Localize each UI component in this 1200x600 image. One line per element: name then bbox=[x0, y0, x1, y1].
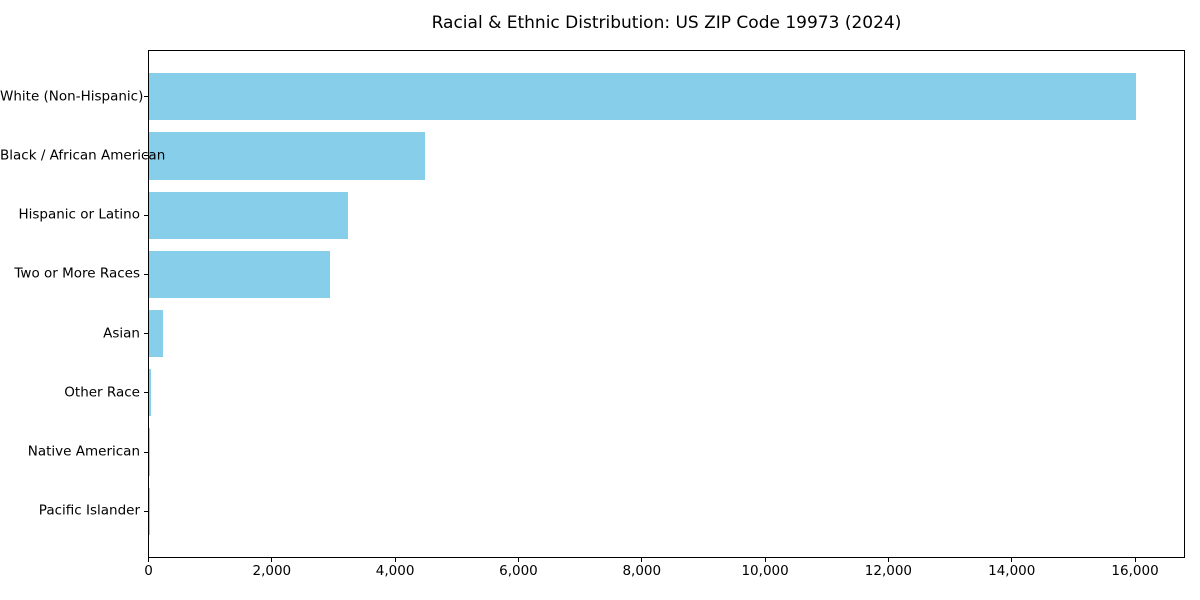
y-tick-mark bbox=[144, 510, 148, 512]
x-tick-label: 8,000 bbox=[622, 563, 662, 579]
bar-hispanic-or-latino bbox=[149, 191, 348, 239]
y-axis-label-pacific-islander: Pacific Islander bbox=[38, 502, 140, 519]
bar-asian bbox=[149, 309, 163, 358]
y-tick-mark bbox=[144, 451, 148, 453]
y-axis-label-white-non-hispanic: White (Non-Hispanic) bbox=[0, 88, 144, 105]
x-tick-label: 6,000 bbox=[499, 563, 538, 579]
x-tick-mark bbox=[517, 558, 519, 562]
bar-pacific-islander bbox=[149, 487, 150, 535]
bar-black-african-american bbox=[149, 132, 426, 180]
x-tick-mark bbox=[1134, 558, 1136, 562]
bar-native-american bbox=[149, 428, 150, 476]
x-tick-label: 14,000 bbox=[988, 563, 1036, 579]
x-tick-mark bbox=[148, 558, 149, 562]
bar-other-race bbox=[149, 369, 151, 417]
y-axis-label-other-race: Other Race bbox=[64, 384, 140, 401]
bar-white-non-hispanic bbox=[149, 73, 1136, 121]
x-tick-mark bbox=[394, 558, 396, 562]
y-axis-label-black-african-american: Black / African American bbox=[0, 147, 166, 164]
x-tick-label: 12,000 bbox=[864, 563, 913, 579]
bar-two-or-more-races bbox=[149, 250, 330, 299]
y-tick-mark bbox=[144, 214, 148, 216]
x-tick-label: 0 bbox=[144, 563, 153, 579]
y-axis-label-hispanic-or-latino: Hispanic or Latino bbox=[18, 206, 140, 223]
y-axis-label-native-american: Native American bbox=[27, 443, 140, 460]
y-axis-label-two-or-more-races: Two or More Races bbox=[14, 265, 140, 282]
y-axis-label-asian: Asian bbox=[103, 324, 140, 341]
x-tick-mark bbox=[271, 558, 273, 562]
x-tick-mark bbox=[764, 558, 766, 562]
y-tick-mark bbox=[144, 333, 148, 335]
x-tick-label: 10,000 bbox=[741, 563, 789, 579]
x-tick-label: 16,000 bbox=[1111, 563, 1159, 579]
x-tick-mark bbox=[1011, 558, 1013, 562]
y-tick-mark bbox=[144, 96, 148, 98]
plot-area bbox=[148, 50, 1185, 558]
x-tick-mark bbox=[641, 558, 643, 562]
x-tick-mark bbox=[887, 558, 889, 562]
y-tick-mark bbox=[144, 155, 148, 157]
x-tick-label: 4,000 bbox=[375, 563, 415, 579]
chart-title: Racial & Ethnic Distribution: US ZIP Cod… bbox=[431, 13, 902, 33]
y-tick-mark bbox=[144, 273, 148, 275]
x-tick-label: 2,000 bbox=[252, 563, 292, 579]
y-tick-mark bbox=[144, 392, 148, 394]
